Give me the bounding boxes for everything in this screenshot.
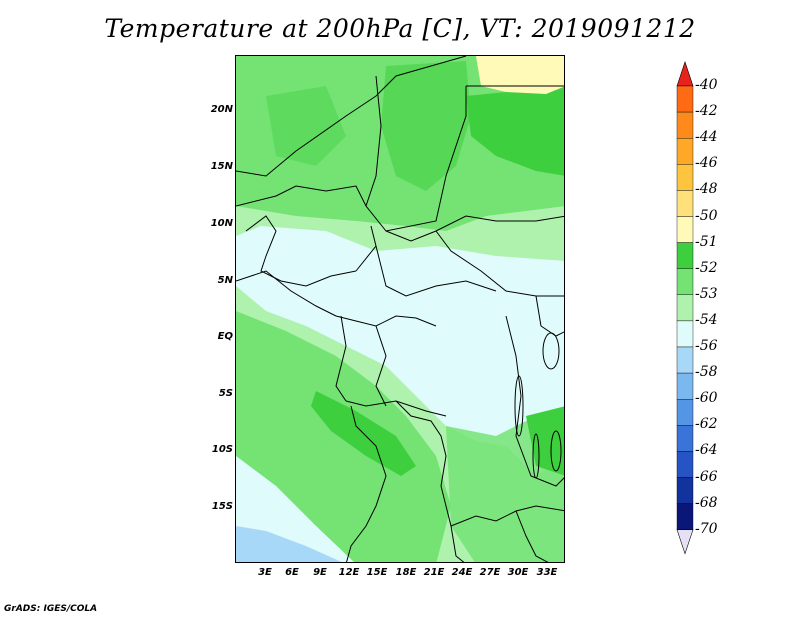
credit-text: GrADS: IGES/COLA [4,604,98,614]
lon-label-15e: 15E [366,567,388,578]
lon-label-9e: 9E [313,567,327,578]
map-canvas [236,56,564,562]
map-title: Temperature at 200hPa [C], VT: 201909121… [104,14,696,43]
lon-label-33e: 33E [536,567,558,578]
colorbar-label: -54 [695,311,718,328]
colorbar-swatch [676,164,694,191]
colorbar-label: -40 [695,77,718,93]
colorbar-swatch [676,399,694,426]
lon-label-3e: 3E [258,567,272,578]
colorbar-label: -48 [695,181,718,198]
colorbar-label: -53 [695,285,718,302]
colorbar-swatch [676,346,694,374]
colorbar-label: -51 [695,233,718,250]
colorbar-label: -70 [695,520,718,537]
colorbar-label: -46 [695,155,718,172]
colorbar-label: -42 [695,103,718,120]
colorbar-swatch [676,85,694,113]
colorbar-swatch [676,111,694,139]
colorbar-label: -60 [695,390,718,407]
lon-label-18e: 18E [395,567,417,578]
colorbar-label: -50 [695,207,718,224]
colorbar-swatch [676,451,694,478]
colorbar-swatch [676,268,694,295]
field-northeast-51 [476,56,564,94]
lakes [514,332,562,479]
lat-label-15s: 15S [211,501,233,512]
colorbar-label: -56 [695,338,718,354]
colorbar-swatch [676,216,694,243]
colorbar-swatch [676,137,694,165]
lon-label-24e: 24E [451,567,473,578]
colorbar [676,61,694,555]
field-northeast-52 [466,86,564,176]
colorbar-label: -58 [695,364,718,381]
lat-label-10n: 10N [210,218,233,229]
lon-label-21e: 21E [423,567,445,578]
colorbar-label: -62 [695,416,718,433]
colorbar-swatch [676,294,694,322]
lat-label-5n: 5N [217,275,233,286]
colorbar-swatch [676,503,694,530]
colorbar-swatch [676,320,694,348]
colorbar-top-arrow [676,61,694,87]
temperature-map [235,55,565,563]
lon-label-30e: 30E [507,567,529,578]
colorbar-swatch [676,242,694,269]
lat-label-10s: 10S [211,444,233,455]
field-southwest-58 [236,526,342,562]
colorbar-label: -44 [695,129,718,146]
colorbar-label: -68 [695,494,718,511]
colorbar-label: -64 [695,442,718,459]
colorbar-label: -52 [695,259,718,276]
lat-label-20n: 20N [210,104,233,115]
colorbar-swatch [676,425,694,452]
lon-label-12e: 12E [338,567,360,578]
colorbar-swatch [676,372,694,400]
lon-label-6e: 6E [285,567,299,578]
colorbar-swatch [676,477,694,504]
colorbar-label: -66 [695,468,718,485]
field-central-56 [236,226,564,476]
lon-label-27e: 27E [479,567,501,578]
field-north-52a [381,61,471,191]
colorbar-bottom-arrow [676,529,694,555]
lat-label-5s: 5S [218,388,233,399]
field-southeast-52 [526,406,564,476]
field-north-52b [266,86,346,166]
colorbar-swatch [676,190,694,217]
country-borders [236,56,564,562]
lat-label-15n: 15N [210,161,233,172]
lat-label-eq: EQ [217,331,233,342]
